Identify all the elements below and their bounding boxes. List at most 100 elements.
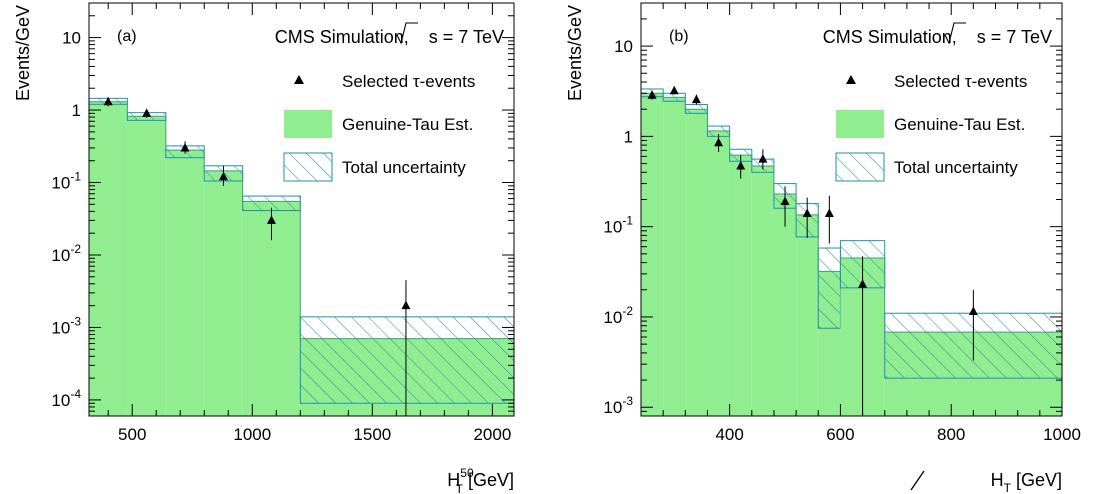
x-label-unit: [GeV] xyxy=(463,470,514,490)
legend: Selected τ-events Genuine-Tau Est. Total u… xyxy=(283,72,475,182)
x-label-superscript: 50 xyxy=(460,466,474,480)
uncertainty-band xyxy=(817,247,841,329)
y-tick-base: 10 xyxy=(51,246,70,265)
plot-frame xyxy=(88,2,515,417)
x-label-subscript: T xyxy=(1004,481,1012,494)
y-tick-exponent: -1 xyxy=(622,214,633,228)
data-point xyxy=(858,279,868,288)
y-tick-label: 10-1 xyxy=(603,214,633,237)
bin-fill xyxy=(127,116,166,417)
legend-label: Selected τ-events xyxy=(342,72,475,91)
x-label-unit: [GeV] xyxy=(1011,470,1062,490)
x-axis-label: H50 T [GeV] xyxy=(447,466,514,494)
uncertainty-band xyxy=(299,316,515,404)
y-tick-exponent: -4 xyxy=(70,387,81,401)
data-point xyxy=(824,208,834,217)
y-tick-label: 10 xyxy=(614,37,633,56)
missing-slash xyxy=(910,470,925,491)
data-point xyxy=(780,196,790,205)
y-axis-label: Events/GeV xyxy=(565,5,585,101)
y-tick-exponent: -2 xyxy=(70,242,81,256)
y-tick-exponent: -3 xyxy=(70,314,81,328)
data-point xyxy=(736,160,746,170)
x-label-main: H xyxy=(447,470,460,490)
estimate-outline xyxy=(89,101,514,340)
data-point xyxy=(142,108,152,117)
data-point xyxy=(669,85,679,95)
x-tick-label: 1500 xyxy=(353,425,391,444)
legend-fill-swatch xyxy=(836,110,884,138)
bin-fill xyxy=(796,214,819,416)
x-tick-label: 600 xyxy=(826,425,854,444)
y-tick-base: 10 xyxy=(603,398,622,417)
legend-label: Total uncertainty xyxy=(342,158,466,177)
y-tick-label: 10-4 xyxy=(51,387,81,410)
y-tick-base: 10 xyxy=(603,218,622,237)
y-tick-base: 10 xyxy=(51,174,70,193)
legend-label: Genuine-Tau Est. xyxy=(342,115,473,134)
legend-marker-icon xyxy=(846,75,856,84)
x-label-main: H xyxy=(991,470,1004,490)
bin-fill xyxy=(729,155,752,417)
data-point xyxy=(180,142,190,152)
energy-value: = 7 TeV xyxy=(438,27,504,47)
header-text: CMS Simulation, s = 7 TeV xyxy=(275,27,504,47)
y-tick-base: 10 xyxy=(51,318,70,337)
data-point xyxy=(647,90,657,99)
data-point xyxy=(103,96,113,106)
y-tick-label: 10-3 xyxy=(603,394,633,417)
y-tick-label: 1 xyxy=(72,101,81,120)
data-point xyxy=(401,300,411,310)
y-tick-label: 10-3 xyxy=(51,314,81,337)
y-axis-label: Events/GeV xyxy=(13,5,33,101)
x-tick-label: 2000 xyxy=(473,425,511,444)
panel-label: (b) xyxy=(669,28,689,45)
legend: Selected τ-events Genuine-Tau Est. Total u… xyxy=(835,72,1027,182)
sqrt-sign xyxy=(396,22,418,45)
bin-fill xyxy=(751,165,774,416)
data-point xyxy=(266,215,276,224)
legend-fill-swatch xyxy=(284,110,332,138)
y-tick-label: 10 xyxy=(62,29,81,48)
x-tick-label: 1000 xyxy=(1043,425,1081,444)
bin-fill xyxy=(773,194,797,416)
bin-fill xyxy=(663,97,686,417)
x-axis-label: HT [GeV] xyxy=(991,470,1062,494)
data-point xyxy=(968,306,978,315)
legend-hatch-swatch xyxy=(835,152,885,182)
data-point xyxy=(758,154,768,163)
x-label-subscript: T xyxy=(456,482,464,494)
y-tick-label: 10-2 xyxy=(603,304,633,327)
bin-fill xyxy=(89,101,128,417)
sqrt-sign xyxy=(944,22,966,45)
bin-fill xyxy=(641,93,664,416)
x-tick-label: 500 xyxy=(118,425,146,444)
y-tick-base: 10 xyxy=(51,391,70,410)
legend-label: Selected τ-events xyxy=(894,72,1027,91)
y-tick-base: 10 xyxy=(62,29,81,48)
y-tick-exponent: -3 xyxy=(622,394,633,408)
energy-symbol: s xyxy=(977,27,986,47)
data-point xyxy=(714,137,724,147)
y-tick-label: 10-2 xyxy=(51,242,81,265)
header-label: CMS Simulation, xyxy=(275,27,409,47)
header-text: CMS Simulation, s = 7 TeV xyxy=(823,27,1052,47)
data-point xyxy=(802,208,812,217)
data-point xyxy=(218,171,228,181)
bin-fill xyxy=(707,130,730,416)
y-tick-exponent: -1 xyxy=(70,170,81,184)
energy-value: = 7 TeV xyxy=(986,27,1052,47)
bin-fill xyxy=(165,150,205,417)
legend-marker-icon xyxy=(294,75,304,84)
plot-frame xyxy=(640,2,1063,417)
y-tick-exponent: -2 xyxy=(622,304,633,318)
x-tick-label: 400 xyxy=(715,425,743,444)
y-tick-base: 10 xyxy=(614,37,633,56)
bin-fill xyxy=(204,170,243,416)
legend-hatch-swatch xyxy=(283,152,333,182)
y-tick-label: 10-1 xyxy=(51,170,81,193)
legend-label: Total uncertainty xyxy=(894,158,1018,177)
x-tick-label: 1000 xyxy=(233,425,271,444)
